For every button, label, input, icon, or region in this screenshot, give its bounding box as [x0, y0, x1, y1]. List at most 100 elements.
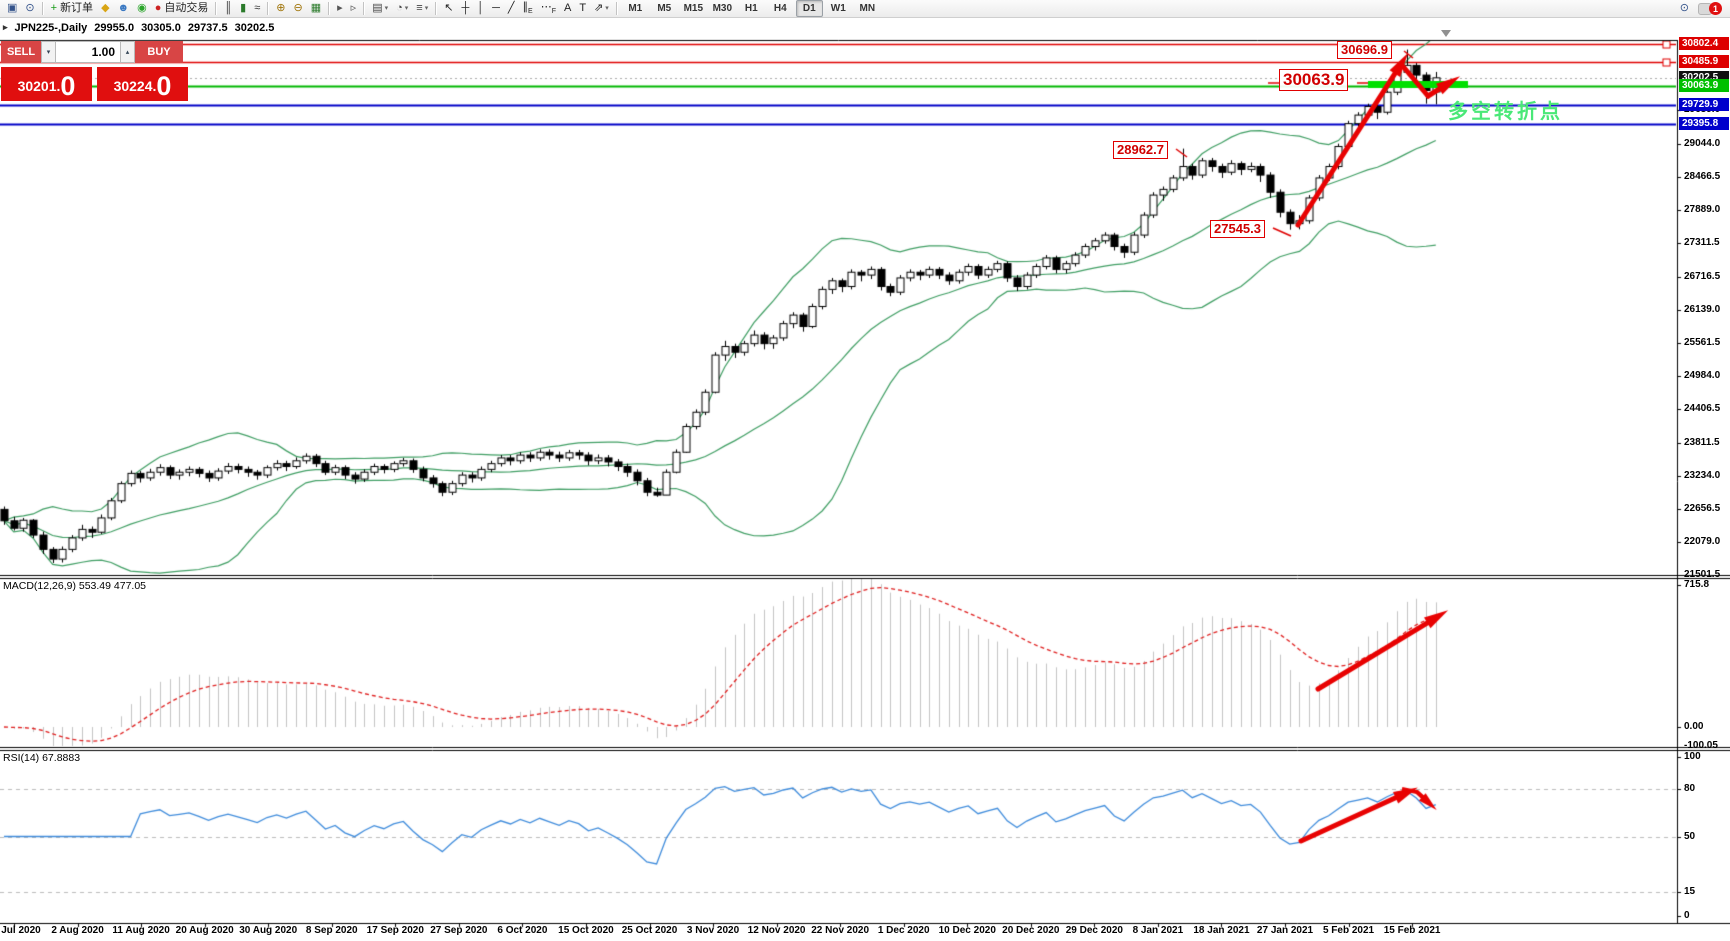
timeframe-button-D1[interactable]: D1	[795, 0, 823, 17]
price-axis-chip: 30802.4	[1679, 37, 1729, 51]
vertical-line-icon[interactable]: │	[477, 2, 485, 14]
period-button[interactable]: ◔ ▾	[396, 2, 409, 14]
text-label-icon[interactable]: T	[579, 2, 587, 14]
sell-button[interactable]: SELL	[1, 41, 41, 63]
price-axis-chip: 29729.9	[1679, 98, 1729, 112]
timeframe-button-W1[interactable]: W1	[830, 2, 846, 14]
timeframe-button-H4[interactable]: H4	[773, 2, 787, 14]
line-chart-icon[interactable]: ≈	[254, 2, 261, 14]
auto-scroll-icon[interactable]: ▸	[337, 2, 343, 14]
quote-high: 30305.0	[141, 21, 181, 34]
volume-input[interactable]	[56, 41, 120, 63]
crosshair-icon[interactable]: ┼	[461, 2, 470, 14]
date-axis-label: 8 Jan 2021	[1132, 925, 1184, 936]
date-axis-label: 6 Oct 2020	[497, 925, 548, 936]
timeframe-button-M30[interactable]: M30	[712, 2, 733, 14]
cleanup-icon[interactable]: ◆	[101, 2, 110, 14]
date-axis-label: 29 Dec 2020	[1065, 925, 1123, 936]
timeframe-button-M1[interactable]: M1	[628, 2, 643, 14]
zoom-out-icon[interactable]: ⊖	[293, 2, 303, 14]
candlestick-chart-icon[interactable]: ▮	[240, 2, 247, 14]
arrows-icon[interactable]: ⇗ ▾	[594, 2, 609, 14]
profile-icon[interactable]: ☻	[117, 2, 130, 14]
price-axis-tick: 22656.5	[1684, 503, 1721, 514]
channel-icon[interactable]: ∥E	[522, 0, 533, 16]
date-axis-label: 12 Nov 2020	[747, 925, 806, 936]
chart-window-icon[interactable]: ▣	[7, 2, 18, 14]
template-button[interactable]: ≡ ▾	[416, 2, 429, 14]
price-axis-chip: 30063.9	[1679, 79, 1729, 93]
fibonacci-icon[interactable]: ⋯F	[540, 0, 556, 16]
chart-shift-marker-icon[interactable]	[1441, 30, 1451, 37]
date-axis-label: 30 Aug 2020	[239, 925, 298, 936]
buy-price-button[interactable]: 30224. 0	[97, 67, 188, 101]
macd-indicator-label: MACD(12,26,9) 553.49 477.05	[3, 580, 147, 592]
cursor-icon[interactable]: ↖	[444, 2, 454, 14]
toolbar-separator	[615, 2, 618, 15]
timeframe-button-M5[interactable]: M5	[657, 2, 672, 14]
chart-shift-icon[interactable]: ▹	[350, 2, 357, 14]
date-axis-label: 15 Oct 2020	[558, 925, 614, 936]
search-icon[interactable]: ⊙	[1679, 2, 1689, 14]
macd-axis-tick: -100.05	[1684, 740, 1718, 751]
price-annotation[interactable]: 27545.3	[1210, 220, 1265, 238]
bar-chart-icon[interactable]: ║	[224, 2, 233, 14]
price-axis-tick: 26716.5	[1684, 271, 1721, 282]
signals-icon[interactable]: ◉	[137, 2, 147, 14]
price-axis-tick: 27889.0	[1684, 204, 1721, 215]
sell-price-big-digit: 0	[60, 71, 76, 101]
price-axis-tick: 24406.5	[1684, 403, 1721, 414]
preview-icon[interactable]: ⊙	[25, 2, 35, 14]
new-order-button[interactable]: + 新订单	[50, 2, 94, 14]
date-axis-label: 27 Jan 2021	[1256, 925, 1314, 936]
text-icon[interactable]: A	[563, 2, 572, 14]
price-axis-tick: 27311.5	[1684, 237, 1720, 248]
notification-badge[interactable]: 1	[1709, 2, 1722, 15]
date-axis-label: 25 Oct 2020	[621, 925, 678, 936]
rsi-axis-tick: 15	[1684, 886, 1696, 898]
macd-axis-tick: 0.00	[1684, 721, 1704, 732]
date-axis-label: 3 Nov 2020	[686, 925, 740, 936]
buy-button[interactable]: BUY	[135, 41, 183, 63]
new-chart-button[interactable]: ▤ ▾	[372, 2, 389, 14]
zoom-in-icon[interactable]: ⊕	[276, 2, 286, 14]
chinese-note-annotation[interactable]: 多空转折点	[1448, 101, 1563, 123]
date-axis-label: 10 Dec 2020	[938, 925, 996, 936]
rsi-axis-tick: 100	[1684, 751, 1701, 762]
price-axis-tick: 25561.5	[1684, 337, 1721, 348]
price-axis-chip: 30485.9	[1679, 55, 1729, 69]
quote-close: 30202.5	[234, 21, 275, 34]
date-axis-label: 2 Aug 2020	[51, 925, 104, 936]
rsi-indicator-label: RSI(14) 67.8883	[3, 752, 81, 764]
date-axis-label: 22 Nov 2020	[811, 925, 870, 936]
toolbar-separator	[267, 2, 270, 15]
price-axis-tick: 22079.0	[1684, 536, 1721, 547]
toolbar-buttons: ▣ ⊙ + 新订单 ◆ ☻ ◉ ● 自动交易 ║ ▮ ≈ ⊕ ⊖ ▦ ▸ ▹ ▤ ▾ ◔ ▾ ≡ ▾ ↖ ┼ │ ─ ╱ ∥E ⋯F A T ⇗…	[3, 0, 621, 17]
tile-windows-icon[interactable]: ▦	[310, 2, 322, 14]
sell-price: 30201.	[17, 78, 61, 94]
one-click-trade-panel: SELL ▾ ▴ BUY 30201.0 30224.0	[1, 41, 192, 101]
price-annotation[interactable]: 30063.9	[1279, 69, 1349, 92]
timeframe-button-M15[interactable]: M15	[683, 2, 704, 14]
toolbar-separator	[363, 2, 366, 15]
price-annotation[interactable]: 30696.9	[1337, 41, 1392, 59]
autotrade-button[interactable]: ● 自动交易	[154, 2, 209, 14]
price-annotation[interactable]: 28962.7	[1113, 141, 1168, 159]
date-axis-label: 20 Dec 2020	[1002, 925, 1060, 936]
timeframe-button-H1[interactable]: H1	[744, 2, 758, 14]
toolbar-separator	[215, 2, 218, 15]
rsi-axis-tick: 0	[1684, 910, 1690, 921]
price-axis-tick: 24984.0	[1684, 370, 1721, 381]
sell-price-button[interactable]: 30201. 0	[1, 67, 92, 101]
volume-up-button[interactable]: ▴	[120, 41, 135, 63]
volume-down-button[interactable]: ▾	[41, 41, 56, 63]
toolbar-separator	[328, 2, 331, 15]
price-axis-tick: 26139.0	[1684, 304, 1721, 315]
horizontal-line-icon[interactable]: ─	[492, 2, 500, 14]
toolbar-separator	[435, 2, 438, 15]
buy-price: 30224.	[113, 78, 157, 94]
rsi-axis-tick: 50	[1684, 830, 1696, 842]
trendline-icon[interactable]: ╱	[507, 2, 515, 14]
timeframe-button-MN[interactable]: MN	[859, 2, 876, 14]
